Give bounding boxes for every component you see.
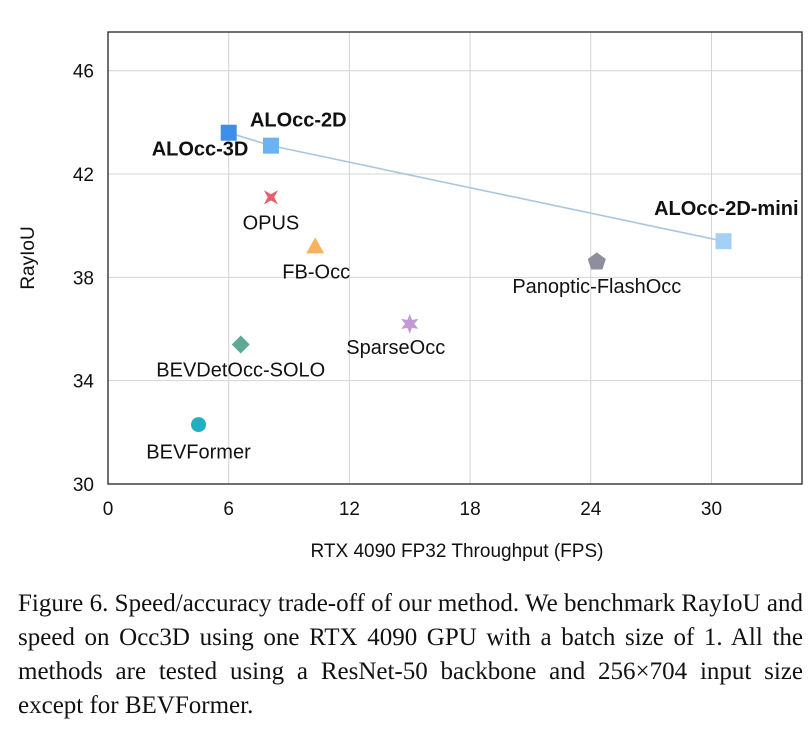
x-tick-label: 30 xyxy=(701,499,722,520)
label-sparseocc: SparseOcc xyxy=(346,337,445,359)
trend-line-path xyxy=(228,131,724,242)
y-tick-label: 42 xyxy=(73,165,94,186)
marker-bevformer xyxy=(191,417,207,433)
tick-labels: 0 6 12 18 24 30 30 34 38 42 46 xyxy=(73,62,722,520)
label-alocc-3d: ALOcc-3D xyxy=(152,139,249,161)
trend-line xyxy=(228,131,724,242)
label-fb-occ: FB-Occ xyxy=(282,261,350,283)
figure-caption: Figure 6. Speed/accuracy trade-off of ou… xyxy=(18,590,803,719)
data-points xyxy=(191,124,732,433)
y-axis-label: RayIoU xyxy=(18,226,39,289)
x-axis-label: RTX 4090 FP32 Throughput (FPS) xyxy=(311,541,604,562)
x-tick-label: 12 xyxy=(339,499,360,520)
y-tick-label: 30 xyxy=(73,475,94,496)
label-alocc-2d-mini: ALOcc-2D-mini xyxy=(654,198,798,220)
y-tick-label: 38 xyxy=(73,268,94,289)
grid xyxy=(108,32,802,484)
plot-frame xyxy=(107,31,803,485)
marker-alocc-3d xyxy=(220,124,237,141)
label-bevdetocc-solo: BEVDetOcc-SOLO xyxy=(156,360,325,382)
label-opus: OPUS xyxy=(243,212,300,234)
marker-bevdetocc-solo xyxy=(231,335,250,354)
marker-opus xyxy=(263,190,279,205)
marker-alocc-2d-mini xyxy=(715,233,732,250)
label-alocc-2d: ALOcc-2D xyxy=(250,110,347,132)
marker-alocc-2d xyxy=(262,137,279,154)
x-tick-label: 6 xyxy=(223,499,234,520)
marker-sparseocc xyxy=(401,313,419,334)
x-tick-label: 24 xyxy=(580,499,602,520)
marker-fb-occ xyxy=(306,237,325,254)
x-tick-label: 18 xyxy=(460,499,481,520)
y-tick-label: 34 xyxy=(73,372,95,393)
marker-panoptic-flashocc xyxy=(587,252,606,270)
y-tick-label: 46 xyxy=(73,62,94,83)
label-bevformer: BEVFormer xyxy=(146,442,251,464)
x-tick-label: 0 xyxy=(103,499,114,520)
label-panoptic-flashocc: Panoptic-FlashOcc xyxy=(512,276,681,298)
